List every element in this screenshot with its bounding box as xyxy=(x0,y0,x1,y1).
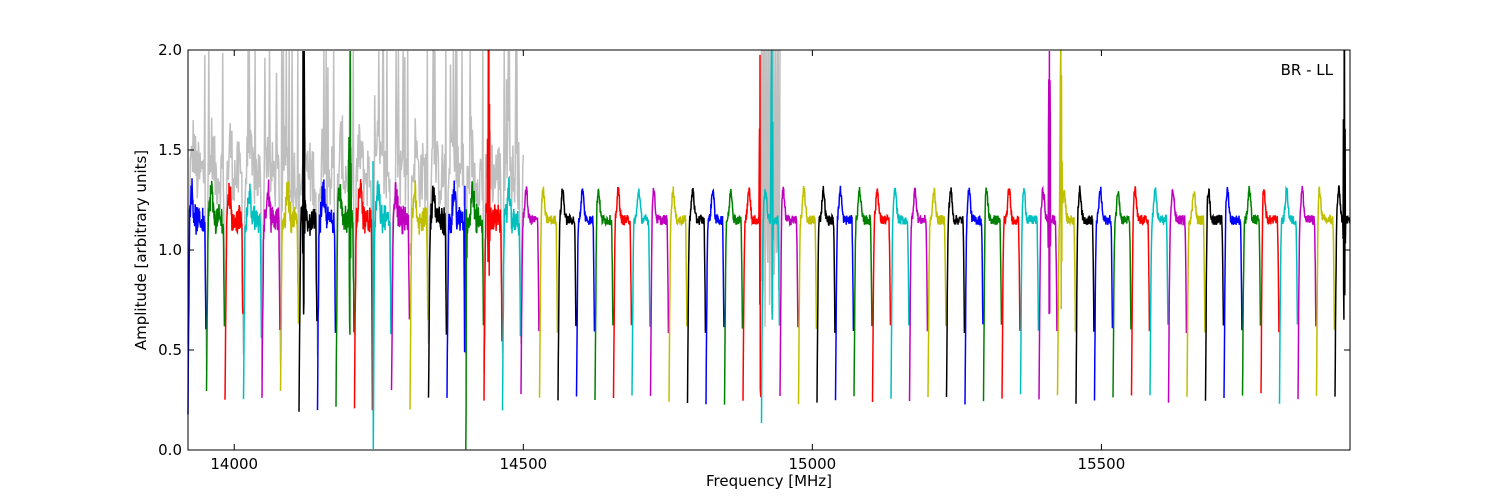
channel-trace xyxy=(964,187,984,405)
channel-trace xyxy=(945,187,966,398)
x-tick-label: 14000 xyxy=(210,455,258,473)
channel-trace xyxy=(871,188,892,403)
y-tick-label: 0.0 xyxy=(158,441,182,459)
channel-trace xyxy=(1204,188,1225,401)
channel-trace xyxy=(261,179,281,398)
x-tick-label: 15500 xyxy=(1078,455,1126,473)
channel-trace xyxy=(1038,50,1058,400)
channel-trace xyxy=(908,187,929,402)
channel-trace xyxy=(723,188,744,405)
channel-trace xyxy=(1241,185,1262,396)
channel-trace xyxy=(520,186,540,395)
y-tick-label: 1.0 xyxy=(158,241,182,259)
channel-trace xyxy=(224,182,244,400)
channel-trace xyxy=(501,175,522,411)
channel-trace xyxy=(316,179,337,411)
y-tick-label: 1.5 xyxy=(158,141,182,159)
channel-trace xyxy=(1093,186,1114,401)
channel-trace xyxy=(890,187,910,399)
y-tick-label: 0.5 xyxy=(158,341,182,359)
channel-trace xyxy=(816,185,836,403)
channel-trace xyxy=(982,187,1003,402)
channel-trace xyxy=(853,186,873,397)
channel-trace xyxy=(465,181,485,450)
channel-trace xyxy=(409,180,429,410)
channel-trace xyxy=(1149,187,1169,396)
channel-trace xyxy=(1056,50,1077,396)
channel-trace xyxy=(1260,189,1280,394)
x-axis-ticks: 14000 14500 15000 15500 xyxy=(210,50,1125,473)
channel-trace xyxy=(298,50,318,412)
channel-trace xyxy=(372,161,392,450)
channel-trace xyxy=(1334,50,1351,397)
channel-trace xyxy=(483,50,503,401)
channel-trace xyxy=(446,180,466,398)
channel-trace xyxy=(760,50,781,424)
channel-trace xyxy=(1130,186,1151,396)
channel-trace xyxy=(649,187,670,396)
channel-trace xyxy=(1297,185,1317,400)
channel-trace xyxy=(1223,186,1243,399)
y-tick-label: 2.0 xyxy=(158,41,182,59)
channel-trace xyxy=(1112,191,1132,398)
channel-trace xyxy=(335,50,355,407)
channel-trace xyxy=(612,186,633,399)
channel-trace xyxy=(1019,187,1040,395)
channel-trace xyxy=(1315,186,1336,396)
channel-trace xyxy=(779,186,799,397)
channel-trace xyxy=(187,178,207,415)
channel-trace xyxy=(797,185,818,405)
channel-trace xyxy=(279,181,300,391)
channel-trace xyxy=(742,54,762,401)
baseline-annotation: BR - LL xyxy=(1281,61,1334,79)
channel-trace xyxy=(205,180,226,392)
x-tick-label: 14500 xyxy=(499,455,547,473)
channel-trace xyxy=(390,181,411,391)
channel-trace xyxy=(538,186,559,398)
x-tick-label: 15000 xyxy=(788,455,836,473)
channel-trace xyxy=(242,183,263,400)
channel-trace xyxy=(557,188,577,401)
channel-trace xyxy=(353,179,374,411)
channel-trace xyxy=(1186,191,1206,397)
channel-trace xyxy=(668,186,688,402)
channel-trace xyxy=(927,187,947,398)
channel-trace xyxy=(1075,185,1095,404)
channel-trace xyxy=(705,188,725,405)
x-axis-label: Frequency [MHz] xyxy=(706,472,832,490)
traces-layer xyxy=(187,50,1351,450)
channel-trace xyxy=(594,188,614,401)
channel-trace xyxy=(1167,188,1188,403)
channel-trace xyxy=(575,188,596,397)
channel-trace xyxy=(427,185,448,398)
y-axis-ticks: 0.0 0.5 1.0 1.5 2.0 xyxy=(158,41,1350,459)
channel-trace xyxy=(631,188,651,396)
channel-trace xyxy=(834,185,855,401)
channel-trace xyxy=(1278,185,1299,404)
y-axis-label: Amplitude [arbitrary units] xyxy=(132,150,150,350)
channel-trace xyxy=(686,187,707,404)
channel-trace xyxy=(1001,187,1021,399)
